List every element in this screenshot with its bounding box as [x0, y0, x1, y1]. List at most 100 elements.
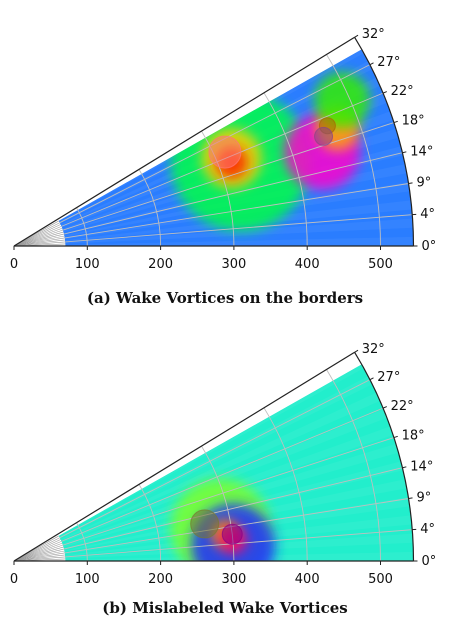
- highlight-marker-1: [221, 523, 243, 545]
- theta-gridline-5: [61, 407, 384, 542]
- origin-fan-line: [13, 231, 64, 247]
- theta-gridline-3: [63, 467, 403, 550]
- origin-fan-line: [13, 227, 63, 247]
- polar-frame: [13, 36, 415, 247]
- r-gridline-1: [76, 207, 88, 247]
- origin-fan-line: [13, 226, 62, 247]
- theta-tick-label-6: 27°: [377, 370, 400, 385]
- r-tick-label-5: 500: [368, 572, 393, 587]
- texture-band: [60, 392, 381, 541]
- theta-tick-label-2: 9°: [416, 176, 431, 191]
- theta-tick-label-1: 4°: [420, 522, 435, 537]
- theta-tick-label-5: 22°: [391, 84, 414, 99]
- r-tick-label-5: 500: [368, 257, 393, 272]
- polar-chart-a: 0° 4° 9° 14° 18° 22° 27° 32° 0 100 200 300 400 500: [10, 27, 436, 272]
- r-tick-label-2: 200: [148, 572, 173, 587]
- chart-caption-a: (a) Wake Vortices on the borders: [86, 289, 364, 307]
- texture-band: [61, 409, 387, 543]
- theta-tick-label-5: 22°: [391, 399, 414, 414]
- r-tick-label-3: 300: [221, 257, 246, 272]
- r-tick-label-0: 0: [10, 257, 18, 272]
- theta-tick-mark-3: [402, 151, 407, 154]
- origin-fan-line: [13, 546, 64, 562]
- theta-tick-mark-5: [382, 406, 387, 409]
- origin-fan-line: [13, 537, 60, 562]
- origin-fan-line: [13, 541, 62, 562]
- theta-tick-label-1: 4°: [420, 207, 435, 222]
- r-ticks: 0 100 200 300 400 500: [10, 561, 393, 587]
- origin-fan-line: [13, 241, 66, 247]
- origin-fan-line: [13, 224, 61, 247]
- origin-fan-line: [13, 554, 65, 562]
- chart-panel-b: 0° 4° 9° 14° 18° 22° 27° 32° 0 100 200 300 400 500 (b…: [0, 318, 450, 628]
- origin-fan-line: [13, 239, 65, 247]
- theta-gridline-3: [63, 152, 403, 235]
- origin-fan-line: [13, 229, 63, 247]
- frame-arc: [354, 36, 415, 247]
- theta-gridline-4: [62, 122, 395, 231]
- r-gridline-3: [201, 130, 235, 247]
- r-tick-label-0: 0: [10, 572, 18, 587]
- frame-top: [13, 36, 355, 247]
- theta-tick-mark-3: [402, 466, 407, 469]
- polar-frame: [13, 351, 415, 562]
- theta-gridline-1: [65, 214, 413, 243]
- r-tick-label-1: 100: [75, 572, 100, 587]
- r-tick-label-4: 400: [295, 572, 320, 587]
- r-gridline-2: [138, 484, 162, 562]
- highlight-marker-0: [208, 135, 242, 169]
- texture-band: [65, 236, 414, 246]
- origin-fan-line: [13, 556, 66, 562]
- r-gridline-1: [76, 522, 88, 562]
- theta-tick-mark-5: [382, 91, 387, 94]
- r-tick-label-3: 300: [221, 572, 246, 587]
- theta-gridline-2: [64, 183, 409, 239]
- theta-gridline-6: [59, 379, 371, 539]
- theta-ticks: 0° 4° 9° 14° 18° 22° 27° 32°: [354, 342, 436, 569]
- r-gridline-5: [326, 369, 381, 562]
- theta-tick-mark-2: [408, 182, 413, 185]
- theta-tick-label-2: 9°: [416, 491, 431, 506]
- theta-tick-label-3: 14°: [410, 144, 433, 159]
- theta-tick-mark-6: [369, 62, 374, 66]
- theta-tick-label-7: 32°: [362, 27, 385, 42]
- origin-fan-line: [13, 539, 61, 562]
- theta-tick-mark-2: [408, 497, 413, 500]
- r-gridline-4: [263, 407, 308, 562]
- r-gridline-4: [263, 92, 308, 247]
- highlight-marker-2: [314, 126, 334, 146]
- highlight-marker-0: [190, 509, 220, 539]
- chart-panel-a: 0° 4° 9° 14° 18° 22° 27° 32° 0 100 200 300 400 500 (a…: [10, 27, 436, 307]
- origin-fan-line: [13, 544, 63, 562]
- origin-fan-line: [13, 233, 64, 247]
- origin-fan-line: [13, 548, 64, 562]
- r-tick-label-1: 100: [75, 257, 100, 272]
- theta-tick-mark-6: [369, 377, 374, 381]
- origin-fan-line: [13, 222, 60, 247]
- origin-fan-line: [13, 552, 65, 562]
- theta-tick-label-3: 14°: [410, 459, 433, 474]
- origin-fan-line: [13, 237, 65, 247]
- theta-ticks: 0° 4° 9° 14° 18° 22° 27° 32°: [354, 27, 436, 254]
- theta-tick-label-4: 18°: [402, 114, 425, 129]
- theta-tick-label-0: 0°: [421, 239, 436, 254]
- theta-tick-mark-7: [354, 349, 359, 353]
- origin-fan-line: [13, 235, 65, 247]
- origin-fan-line: [13, 550, 65, 562]
- theta-tick-mark-4: [393, 435, 398, 439]
- r-gridline-2: [138, 169, 162, 247]
- r-gridline-3: [201, 445, 235, 562]
- theta-tick-mark-7: [354, 34, 359, 38]
- theta-tick-mark-4: [393, 120, 398, 124]
- theta-tick-label-6: 27°: [377, 55, 400, 70]
- theta-tick-label-7: 32°: [362, 342, 385, 357]
- theta-tick-label-4: 18°: [402, 429, 425, 444]
- theta-gridline-4: [62, 437, 395, 546]
- origin-fan-line: [13, 542, 63, 562]
- r-tick-label-2: 200: [148, 257, 173, 272]
- frame-arc: [354, 351, 415, 562]
- r-tick-label-4: 400: [295, 257, 320, 272]
- r-gridline-5: [326, 54, 381, 247]
- frame-top: [13, 351, 355, 562]
- theta-gridline-1: [65, 529, 413, 558]
